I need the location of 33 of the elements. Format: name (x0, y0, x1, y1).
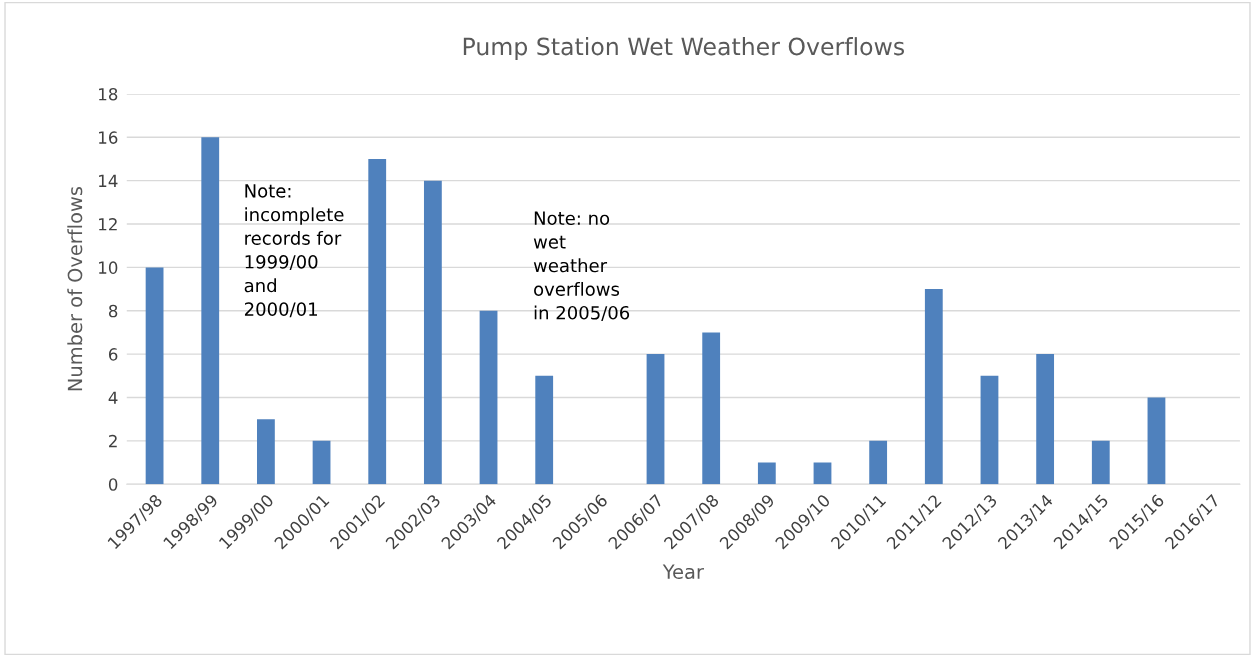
chart-title: Pump Station Wet Weather Overflows (463, 37, 904, 60)
bar (201, 137, 220, 485)
bar (368, 158, 387, 485)
y-tick-label: 6 (108, 348, 118, 361)
bar (813, 462, 832, 485)
bar (479, 310, 498, 485)
bar (869, 440, 888, 485)
bar (1091, 440, 1110, 485)
y-axis-title: Number of Overflows (67, 186, 83, 391)
annotation: Note: no wet weather overflows in 2005/06 (533, 211, 630, 322)
bar (257, 419, 275, 485)
x-axis-title: Year (662, 564, 704, 580)
bar (312, 440, 331, 485)
y-tick-label: 2 (109, 434, 117, 448)
bar (924, 289, 943, 485)
y-tick-label: 18 (99, 87, 118, 101)
bar (423, 180, 442, 485)
bar (757, 462, 776, 485)
annotation: Note: incomplete records for 1999/00 and 2000/01 (244, 184, 344, 318)
bar (980, 375, 999, 485)
bar (702, 332, 721, 485)
y-tick-label: 16 (99, 131, 118, 144)
bar (145, 267, 164, 485)
y-tick-label: 4 (108, 391, 118, 404)
bar (1147, 397, 1166, 485)
y-tick-label: 14 (99, 174, 118, 188)
y-tick-label: 10 (99, 261, 118, 274)
y-tick-label: 8 (108, 304, 118, 318)
bar (535, 375, 554, 485)
y-tick-label: 0 (108, 478, 118, 491)
bar (1036, 354, 1055, 485)
bar (646, 354, 665, 485)
y-tick-label: 12 (99, 218, 117, 231)
